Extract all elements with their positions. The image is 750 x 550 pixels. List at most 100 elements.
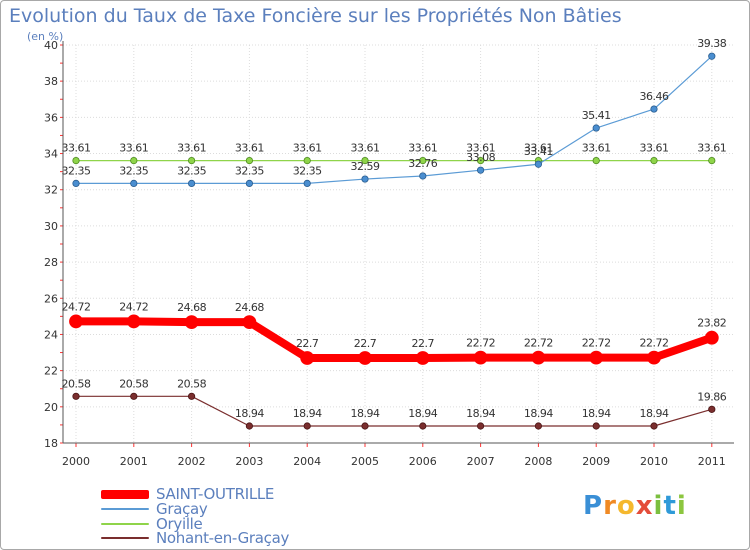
data-label: 32.35: [62, 164, 91, 177]
data-label: 33.61: [524, 142, 553, 155]
x-tick-label: 2002: [178, 455, 206, 468]
data-label: 24.72: [119, 300, 148, 313]
legend-label: SAINT-OUTRILLE: [156, 485, 275, 503]
data-label: 33.61: [582, 142, 611, 155]
data-label: 33.61: [697, 142, 726, 155]
data-label: 18.94: [524, 407, 553, 420]
data-point: [184, 315, 199, 330]
data-label: 20.58: [119, 377, 148, 390]
data-point: [476, 422, 485, 430]
data-point: [188, 392, 196, 400]
y-tick-label: 40: [44, 39, 58, 52]
data-label: 32.35: [235, 164, 264, 177]
data-point: [72, 157, 80, 165]
data-point: [130, 179, 138, 187]
data-label: 20.58: [177, 377, 206, 390]
data-label: 33.61: [177, 142, 206, 155]
data-label: 24.68: [177, 301, 206, 314]
y-tick-label: 26: [44, 292, 58, 305]
legend-swatch: [101, 508, 149, 510]
data-point: [130, 392, 138, 400]
data-point: [650, 422, 658, 430]
data-label: 19.86: [697, 390, 726, 403]
data-point: [419, 172, 427, 180]
y-tick-label: 38: [44, 75, 58, 88]
data-label: 18.94: [351, 407, 380, 420]
y-tick-label: 18: [44, 437, 58, 450]
data-point: [419, 157, 427, 165]
data-point: [361, 422, 369, 430]
data-label: 32.35: [293, 164, 322, 177]
data-point: [650, 157, 658, 165]
data-label: 32.35: [177, 164, 206, 177]
y-tick-label: 32: [44, 184, 58, 197]
y-tick-label: 30: [44, 220, 58, 233]
chart-title: Evolution du Taux de Taxe Foncière sur l…: [9, 5, 622, 27]
legend-item-gracay: Graçay: [101, 500, 208, 518]
data-label: 33.41: [524, 145, 553, 158]
data-point: [130, 157, 138, 165]
data-label: 22.72: [466, 337, 495, 350]
data-point: [303, 157, 311, 165]
series-line: [75, 395, 713, 427]
data-point: [69, 314, 83, 329]
data-point: [300, 351, 315, 365]
data-label: 18.94: [235, 407, 264, 420]
data-label: 18.94: [582, 407, 611, 420]
data-label: 22.72: [582, 337, 611, 350]
data-point: [72, 392, 80, 400]
series-gra-ay: [72, 52, 716, 187]
data-label: 33.61: [640, 142, 669, 155]
legend-swatch: [101, 523, 149, 525]
data-label: 22.7: [354, 337, 377, 350]
data-label: 22.72: [524, 337, 553, 350]
x-tick-label: 2009: [582, 455, 610, 468]
x-tick-label: 2001: [120, 455, 148, 468]
data-label: 18.94: [293, 407, 322, 420]
series-line: [75, 55, 713, 184]
data-point: [361, 175, 369, 183]
data-point: [534, 422, 543, 430]
data-label: 33.61: [351, 142, 380, 155]
data-point: [592, 124, 600, 132]
legend-swatch: [101, 537, 149, 539]
x-tick-label: 2008: [524, 455, 552, 468]
data-label: 23.82: [697, 317, 726, 330]
data-point: [592, 157, 600, 165]
data-point: [650, 105, 658, 113]
data-point: [303, 422, 311, 430]
legend-item-saint-outrille: SAINT-OUTRILLE: [101, 485, 275, 503]
data-point: [473, 350, 488, 365]
data-point: [358, 351, 372, 365]
data-label: 33.61: [408, 142, 437, 155]
data-label: 18.94: [466, 407, 495, 420]
data-point: [415, 351, 430, 365]
data-point: [708, 405, 716, 413]
data-label: 33.61: [466, 142, 495, 155]
data-point: [188, 157, 196, 165]
data-label: 35.41: [582, 109, 611, 122]
proxiti-logo: Proxiti: [583, 491, 687, 521]
data-point: [245, 179, 253, 187]
data-point: [245, 157, 253, 165]
y-axis-unit: (en %): [27, 30, 64, 43]
data-label: 33.61: [119, 142, 148, 155]
data-point: [708, 157, 716, 165]
x-tick-label: 2005: [351, 455, 379, 468]
data-label: 33.61: [235, 142, 264, 155]
data-point: [419, 422, 427, 430]
data-point: [592, 422, 600, 430]
data-label: 24.72: [62, 300, 91, 313]
data-label: 22.7: [412, 337, 435, 350]
series-nohant-en-gra-ay: [72, 392, 716, 430]
legend-label: Oryille: [156, 515, 203, 533]
data-label: 24.68: [235, 301, 264, 314]
x-tick-label: 2006: [409, 455, 437, 468]
data-label: 32.76: [408, 157, 437, 170]
data-label: 32.59: [351, 160, 380, 173]
x-tick-label: 2004: [293, 455, 321, 468]
series-oryille: [72, 157, 716, 165]
data-label: 32.35: [119, 164, 148, 177]
data-label: 33.61: [62, 142, 91, 155]
series-line: [72, 317, 716, 362]
